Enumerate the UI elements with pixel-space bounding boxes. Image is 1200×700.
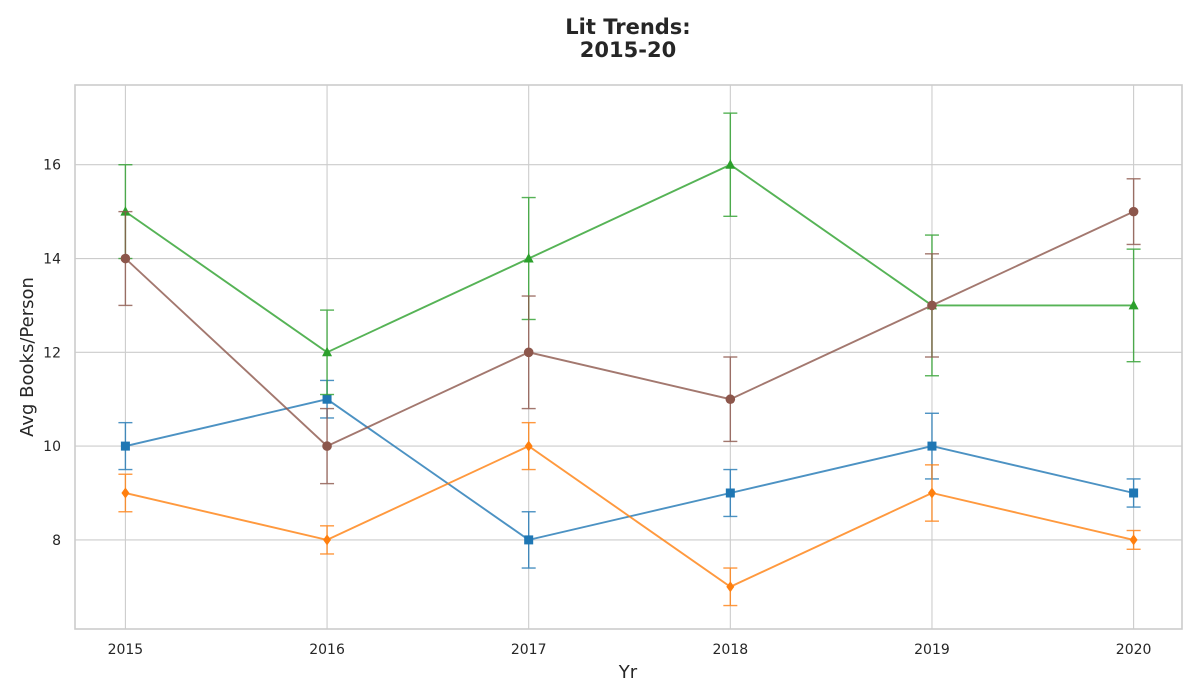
data-point-marker xyxy=(120,253,131,264)
series-line xyxy=(124,210,1135,448)
data-point-marker xyxy=(927,300,937,311)
data-point-marker xyxy=(524,535,534,545)
x-tick-label: 2020 xyxy=(1116,642,1152,658)
data-point-marker xyxy=(121,487,130,499)
data-point-marker xyxy=(323,534,332,546)
y-tick-label: 10 xyxy=(43,439,61,455)
data-point-marker xyxy=(523,347,534,358)
series-line xyxy=(124,163,1134,354)
y-tick-label: 14 xyxy=(43,252,61,268)
grid xyxy=(75,85,1182,629)
x-tick-label: 2016 xyxy=(309,642,345,658)
series-line xyxy=(125,398,1134,541)
series-3 xyxy=(118,178,1141,485)
plot-area-frame xyxy=(74,84,1183,630)
x-tick-label: 2018 xyxy=(713,642,749,658)
chart-title: Lit Trends: 2015-20 xyxy=(565,15,690,62)
data-point-marker xyxy=(1129,488,1139,498)
data-point-marker xyxy=(322,394,332,404)
data-point-marker xyxy=(524,440,533,452)
y-axis-label: Avg Books/Person xyxy=(17,277,38,437)
x-tick-label: 2019 xyxy=(914,642,950,658)
data-point-marker xyxy=(726,581,735,593)
x-axis-ticks: 2015 2016 2017 2018 2019 2020 xyxy=(108,642,1152,658)
series-line xyxy=(125,445,1134,588)
y-axis-ticks: 8 10 12 14 16 xyxy=(43,158,61,549)
data-point-marker xyxy=(725,159,736,169)
data-point-marker xyxy=(1128,206,1139,217)
data-point-marker xyxy=(1129,534,1138,546)
data-point-marker xyxy=(120,206,131,216)
data-point-marker xyxy=(927,441,937,451)
chart-title-line-2: 2015-20 xyxy=(580,38,676,62)
y-tick-label: 12 xyxy=(43,345,61,361)
chart-title-line-1: Lit Trends: xyxy=(565,15,690,39)
data-point-marker xyxy=(725,488,735,498)
x-axis-label: Yr xyxy=(618,662,638,683)
x-tick-label: 2017 xyxy=(511,642,547,658)
y-tick-label: 16 xyxy=(43,158,61,174)
data-point-marker xyxy=(725,394,736,405)
data-point-marker xyxy=(322,441,332,451)
data-point-marker xyxy=(120,441,130,451)
series-1 xyxy=(118,421,1141,607)
data-point-marker xyxy=(523,253,534,263)
data-point-marker xyxy=(322,346,333,357)
data-point-marker xyxy=(1128,299,1139,310)
data-point-marker xyxy=(927,487,936,499)
y-tick-label: 8 xyxy=(52,533,61,549)
x-tick-label: 2015 xyxy=(108,642,144,658)
series-group xyxy=(118,112,1141,607)
